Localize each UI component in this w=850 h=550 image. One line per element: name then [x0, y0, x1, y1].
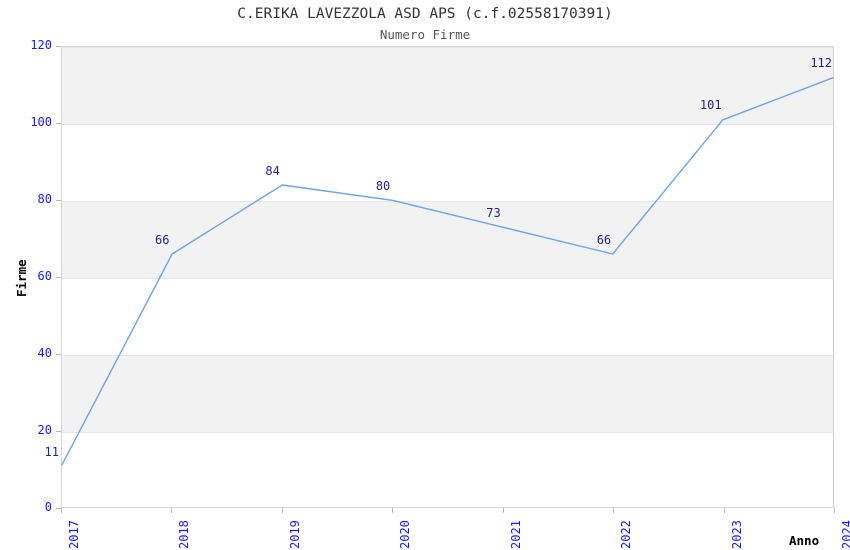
- chart-title: C.ERIKA LAVEZZOLA ASD APS (c.f.025581703…: [237, 6, 613, 22]
- gridline: [62, 124, 833, 125]
- y-tick-label: 100: [30, 115, 52, 129]
- y-tick-mark: [56, 431, 61, 432]
- data-point-label: 80: [375, 179, 391, 193]
- data-point-label: 66: [596, 232, 612, 247]
- x-tick-label: 2017: [67, 520, 81, 549]
- series-line-group: [61, 76, 834, 466]
- data-point-label: 101: [699, 98, 722, 113]
- y-tick-label: 80: [37, 192, 52, 206]
- series-line-numero-firme: [61, 76, 834, 466]
- data-point-label: 112: [810, 55, 832, 70]
- x-tick-label: 2022: [619, 520, 634, 549]
- data-point-label: 66: [154, 232, 170, 247]
- x-tick-label: 2024: [840, 520, 850, 549]
- x-tick-mark: [171, 508, 172, 513]
- gridline: [62, 201, 833, 202]
- y-tick-mark: [56, 354, 61, 355]
- x-tick-label: 2021: [508, 520, 523, 549]
- y-tick-label: 0: [44, 500, 52, 514]
- x-tick-label: 2019: [287, 520, 302, 549]
- y-tick-label: 40: [37, 346, 52, 360]
- data-point-label: 11: [44, 444, 59, 459]
- x-axis-title: Anno: [789, 533, 820, 548]
- x-tick-mark: [282, 508, 283, 513]
- x-tick-mark: [503, 508, 504, 513]
- gridline: [62, 47, 833, 48]
- gridline: [62, 355, 833, 356]
- y-tick-mark: [56, 123, 61, 124]
- x-tick-label: 2020: [398, 520, 413, 549]
- x-tick-mark: [834, 508, 835, 513]
- plot-area: [61, 46, 834, 508]
- x-tick-label: 2023: [729, 520, 744, 549]
- data-point-label: 73: [486, 205, 501, 220]
- y-tick-mark: [56, 508, 61, 509]
- y-tick-label: 20: [37, 423, 52, 437]
- x-tick-label: 2018: [177, 520, 192, 549]
- y-tick-label: 60: [37, 269, 52, 283]
- x-tick-mark: [613, 508, 614, 513]
- x-tick-mark: [61, 508, 62, 513]
- x-tick-mark: [392, 508, 393, 513]
- gridline: [62, 432, 833, 433]
- y-tick-label: 120: [30, 38, 52, 52]
- y-band: [62, 47, 833, 124]
- gridline: [62, 278, 833, 279]
- data-point-label: 84: [265, 163, 280, 178]
- x-tick-mark: [724, 508, 725, 513]
- y-tick-mark: [56, 277, 61, 278]
- chart-subtitle: Numero Firme: [379, 27, 471, 42]
- y-tick-mark: [56, 200, 61, 201]
- y-band: [62, 355, 833, 432]
- y-axis-title: Firme: [14, 259, 29, 297]
- y-tick-mark: [56, 46, 61, 47]
